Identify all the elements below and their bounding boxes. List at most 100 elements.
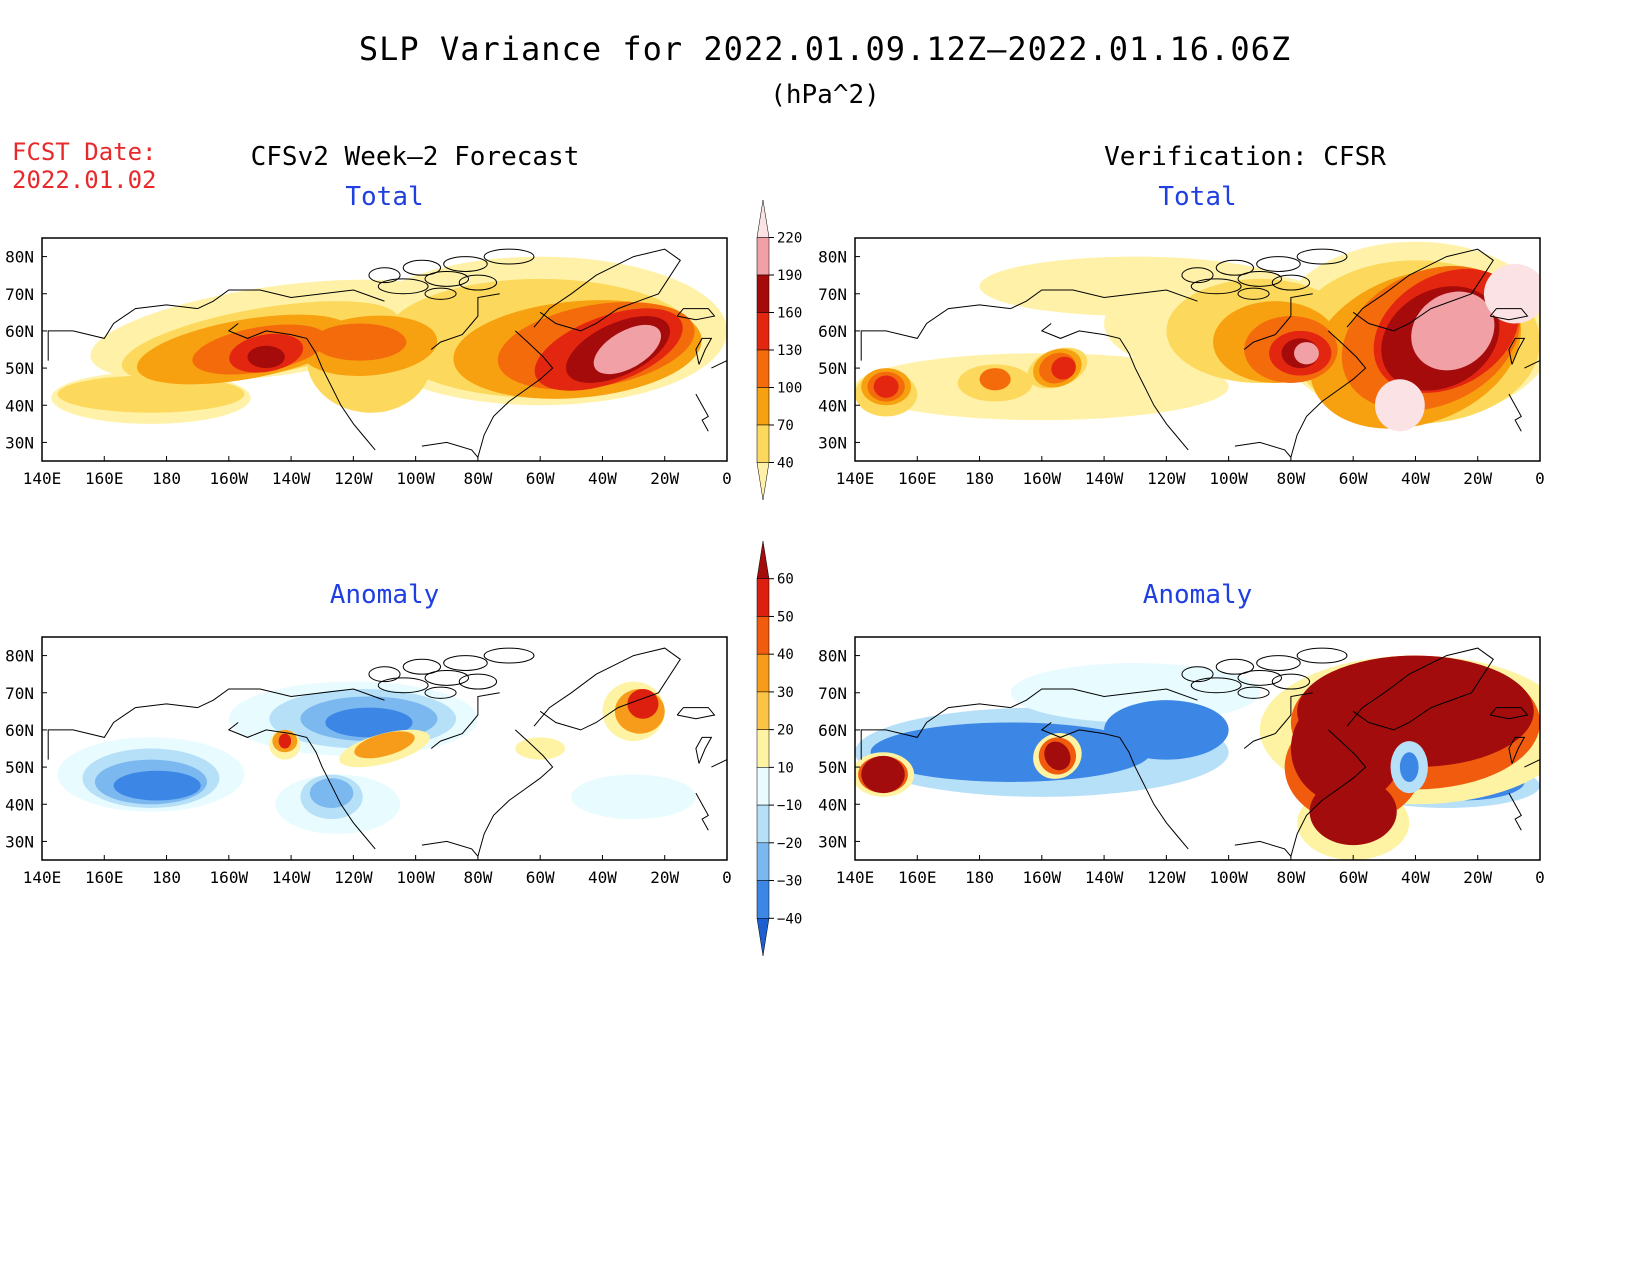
contour-fill <box>113 770 201 801</box>
colorbar-cap <box>756 918 770 957</box>
colorbar-label: 100 <box>777 381 802 397</box>
panel-title-verification-total: Total <box>1158 182 1237 212</box>
lat-label: 50N <box>818 758 847 777</box>
lat-label: 70N <box>818 285 847 304</box>
coastline <box>1508 337 1526 365</box>
coastline <box>695 736 713 764</box>
coastline <box>227 323 376 451</box>
coastline <box>533 248 681 332</box>
lon-label: 20W <box>1463 868 1492 887</box>
colorbar-label: 30 <box>777 685 794 701</box>
coastline <box>47 304 198 361</box>
contour-fill <box>571 774 696 820</box>
map-frame <box>41 636 728 861</box>
lon-label: 40W <box>588 868 617 887</box>
field-forecast-anomaly <box>42 637 727 860</box>
lon-label: 180 <box>152 868 181 887</box>
lat-label: 60N <box>818 721 847 740</box>
lon-label: 20W <box>650 469 679 488</box>
coastline <box>860 703 1011 760</box>
lon-label: 60W <box>1339 868 1368 887</box>
map-frame <box>854 636 1541 861</box>
lon-label: 0 <box>1535 469 1545 488</box>
colorbar-label: −30 <box>777 874 802 890</box>
coastline <box>1508 736 1526 764</box>
lon-label: 40W <box>1401 469 1430 488</box>
lon-label: 160W <box>210 868 249 887</box>
coastline <box>711 360 727 369</box>
island-outline <box>483 647 535 664</box>
lat-label: 60N <box>5 322 34 341</box>
island-outline <box>1271 673 1311 690</box>
coastline <box>430 293 500 350</box>
island-outline <box>368 267 401 284</box>
lon-label: 140W <box>1085 469 1124 488</box>
contour-fill <box>312 323 407 361</box>
coastline <box>676 308 716 321</box>
forecast-heading: CFSv2 Week–2 Forecast <box>250 142 580 172</box>
coastline <box>430 692 500 749</box>
island-outline <box>1296 248 1348 265</box>
contour-fill <box>1294 342 1319 365</box>
lat-label: 40N <box>5 396 34 415</box>
field-verification-anomaly <box>855 637 1540 860</box>
coastline <box>1524 360 1540 369</box>
lon-label: 180 <box>152 469 181 488</box>
contour-fill <box>1051 356 1076 380</box>
island-outline <box>377 677 429 694</box>
lon-label: 120W <box>334 469 373 488</box>
colorbar-label: 190 <box>777 268 802 284</box>
coastline <box>197 289 385 310</box>
island-outline <box>1237 686 1270 699</box>
coastline <box>1234 840 1292 857</box>
coastline <box>197 688 385 709</box>
lon-label: 160E <box>898 868 937 887</box>
colorbar-label: 50 <box>777 609 794 625</box>
lon-label: 20W <box>650 868 679 887</box>
island-outline <box>377 278 429 295</box>
lon-label: 0 <box>1535 868 1545 887</box>
field-verification-total <box>855 238 1540 461</box>
verification-heading: Verification: CFSR <box>1104 142 1386 172</box>
island-outline <box>1237 287 1270 300</box>
colorbar-swatch <box>756 616 770 655</box>
coastline <box>1243 293 1313 350</box>
lat-label: 70N <box>5 684 34 703</box>
island-outline <box>1215 658 1255 675</box>
lat-label: 70N <box>5 285 34 304</box>
contour-fill <box>515 737 566 760</box>
coastline <box>227 722 376 850</box>
contour-fill <box>870 722 1151 782</box>
coastline <box>421 840 479 857</box>
colorbar-swatch <box>756 424 770 463</box>
lat-label: 80N <box>5 647 34 666</box>
lon-label: 140E <box>23 868 62 887</box>
lat-label: 30N <box>5 832 34 851</box>
contour-fill <box>1104 700 1229 760</box>
island-outline <box>1271 274 1311 291</box>
lat-label: 80N <box>818 248 847 267</box>
contour-fill <box>593 324 662 375</box>
map-panel-verification-total: 140E 160E 180 160W 140W 120W 100W 80W 60W 40W 20W 0… <box>818 237 1545 488</box>
lat-label: 40N <box>5 795 34 814</box>
lon-label: 60W <box>1339 469 1368 488</box>
lon-label: 100W <box>1209 868 1248 887</box>
lon-label: 160E <box>85 868 124 887</box>
coastline <box>860 304 1011 361</box>
lon-label: 60W <box>526 469 555 488</box>
lat-label: 40N <box>818 396 847 415</box>
colorbar-label: 220 <box>777 231 802 247</box>
field-forecast-total <box>42 238 727 461</box>
island-outline <box>1190 677 1242 694</box>
island-outline <box>1181 666 1214 683</box>
colorbar-label: −20 <box>777 836 802 852</box>
colorbar-swatch <box>756 387 770 426</box>
colorbar-swatch <box>756 653 770 693</box>
map-panel-forecast-total: 140E 160E 180 160W 140W 120W 100W 80W 60W 40W 20W 0… <box>5 237 732 488</box>
colorbar-label: 10 <box>777 760 794 776</box>
colorbar-label: 70 <box>777 418 794 434</box>
island-outline <box>1237 669 1283 686</box>
lon-label: 140W <box>272 469 311 488</box>
lon-label: 120W <box>334 868 373 887</box>
coastline <box>1290 729 1367 857</box>
